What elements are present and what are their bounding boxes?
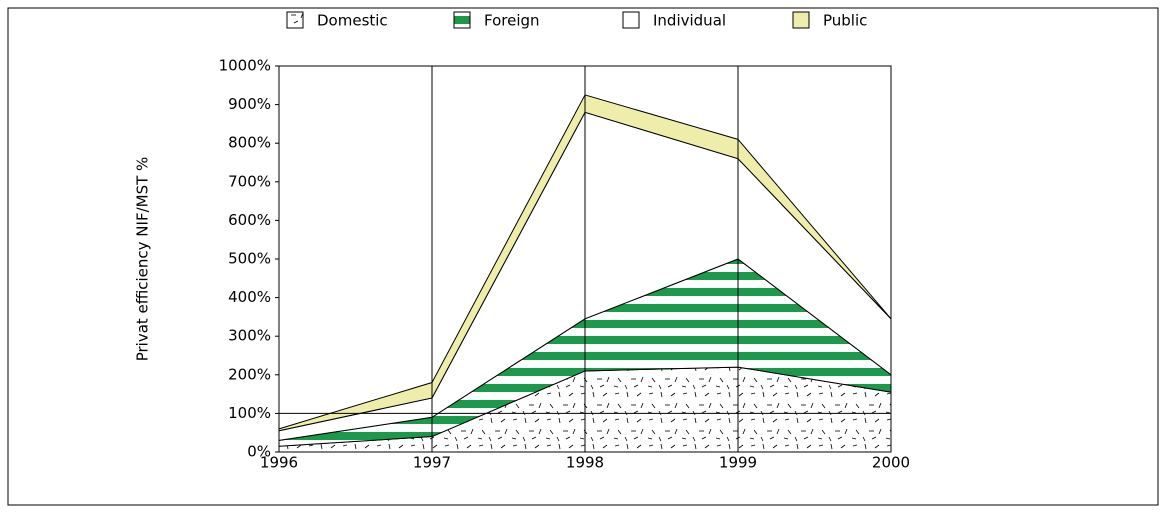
x-tick-label: 1998: [566, 454, 604, 472]
legend-label: Public: [823, 12, 867, 30]
frame: [7, 7, 1159, 506]
legend-label: Individual: [653, 12, 726, 30]
x-tick-label: 1997: [413, 454, 451, 472]
x-tick-label: 2000: [872, 454, 910, 472]
legend-swatch: [792, 11, 810, 29]
y-tick-label: 500%: [228, 250, 271, 268]
y-tick-label: 900%: [228, 95, 271, 113]
y-tick-label: 1000%: [219, 57, 271, 75]
x-tick-label: 1999: [719, 454, 757, 472]
y-tick-label: 400%: [228, 288, 271, 306]
y-axis-label: Privat efficiency NIF/MST %: [134, 157, 152, 362]
legend-label: Foreign: [484, 12, 540, 30]
y-tick-label: 800%: [228, 134, 271, 152]
y-tick-label: 600%: [228, 211, 271, 229]
y-tick-label: 100%: [228, 404, 271, 422]
y-tick-label: 0%: [247, 443, 271, 461]
legend-label: Domestic: [317, 12, 388, 30]
legend-swatch: [453, 11, 471, 29]
area: [278, 94, 892, 432]
legend-swatch: [286, 11, 304, 29]
y-tick-label: 700%: [228, 172, 271, 190]
y-tick-label: 200%: [228, 365, 271, 383]
y-tick-label: 300%: [228, 327, 271, 345]
legend-swatch: [622, 11, 640, 29]
x-tick-label: 1996: [260, 454, 298, 472]
